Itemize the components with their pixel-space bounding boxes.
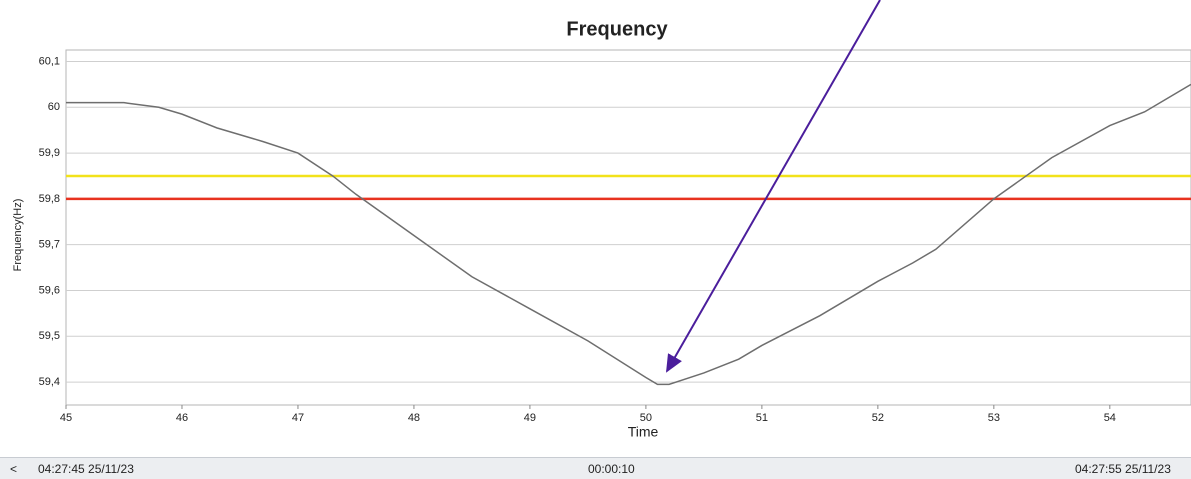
chart-title: Frequency: [566, 18, 668, 40]
y-tick-label: 59,9: [39, 147, 60, 159]
end-time: 04:27:55 25/11/23: [1075, 462, 1171, 476]
y-tick-label: 59,6: [39, 284, 60, 296]
x-axis-label: Time: [628, 424, 659, 440]
scrollbar[interactable]: < 04:27:45 25/11/23 00:00:10 04:27:55 25…: [0, 457, 1191, 479]
y-tick-label: 60,1: [39, 55, 60, 67]
x-tick-label: 51: [756, 412, 768, 424]
y-tick-label: 59,4: [39, 376, 60, 388]
x-tick-label: 52: [872, 412, 884, 424]
chart: Frequency Time Frequency(Hz) 59,4 59,5 59,…: [12, 0, 1191, 440]
x-tick-label: 47: [292, 412, 304, 424]
x-tick-label: 54: [1104, 412, 1116, 424]
data-line: [66, 83, 1191, 386]
scroll-button[interactable]: <: [10, 462, 18, 476]
x-tick-label: 50: [640, 412, 652, 424]
y-tick-label: 59,8: [39, 193, 60, 205]
annotation-arrow: [666, 0, 881, 373]
span-time: 00:00:10: [588, 462, 635, 476]
y-tick-label: 59,7: [39, 239, 60, 251]
x-tick-label: 53: [988, 412, 1000, 424]
plot-area: [65, 49, 1191, 406]
y-tick-label: 59,5: [39, 330, 60, 342]
x-tick-label: 49: [524, 412, 536, 424]
x-tick-label: 45: [60, 412, 72, 424]
y-tick-label: 60: [48, 101, 60, 113]
x-tick-label: 46: [176, 412, 188, 424]
y-axis-label: Frequency(Hz): [12, 199, 24, 272]
x-tick-label: 48: [408, 412, 420, 424]
start-time: 04:27:45 25/11/23: [38, 462, 134, 476]
